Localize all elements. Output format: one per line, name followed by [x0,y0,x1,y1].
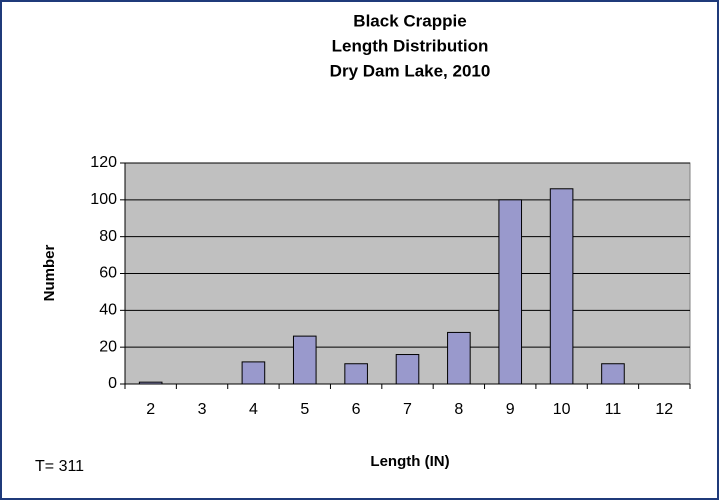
bar [138,381,163,385]
y-tick-label: 100 [90,191,117,208]
x-tick-label: 7 [403,401,412,418]
bar [241,361,266,385]
x-tick-label: 12 [655,401,673,418]
bar [344,363,368,385]
x-tick-label: 3 [198,401,207,418]
y-tick-label: 60 [99,265,117,282]
y-tick-label: 0 [108,375,117,392]
y-tick-label: 120 [90,154,117,171]
x-tick-label: 10 [553,401,571,418]
y-axis-title: Number [41,245,58,302]
chart-title: Black Crappie [353,11,466,30]
x-tick-label: 9 [506,401,515,418]
bar [395,354,420,385]
x-tick-label: 6 [352,401,361,418]
x-axis-title: Length (IN) [370,453,449,470]
bar [498,199,523,385]
x-tick-label: 2 [146,401,155,418]
bar [601,363,625,385]
y-tick-label: 20 [99,338,117,355]
chart-title: Length Distribution [332,36,489,55]
chart-title: Dry Dam Lake, 2010 [330,61,491,80]
x-tick-label: 11 [605,401,622,418]
x-tick-label: 5 [300,401,309,418]
y-tick-label: 80 [99,228,117,245]
y-tick-label: 40 [99,302,117,319]
x-tick-label: 4 [249,401,258,418]
x-tick-label: 8 [454,401,463,418]
annotation: T= 311 [35,458,84,475]
bar [549,188,574,385]
bar [292,335,317,385]
bar [447,331,471,385]
